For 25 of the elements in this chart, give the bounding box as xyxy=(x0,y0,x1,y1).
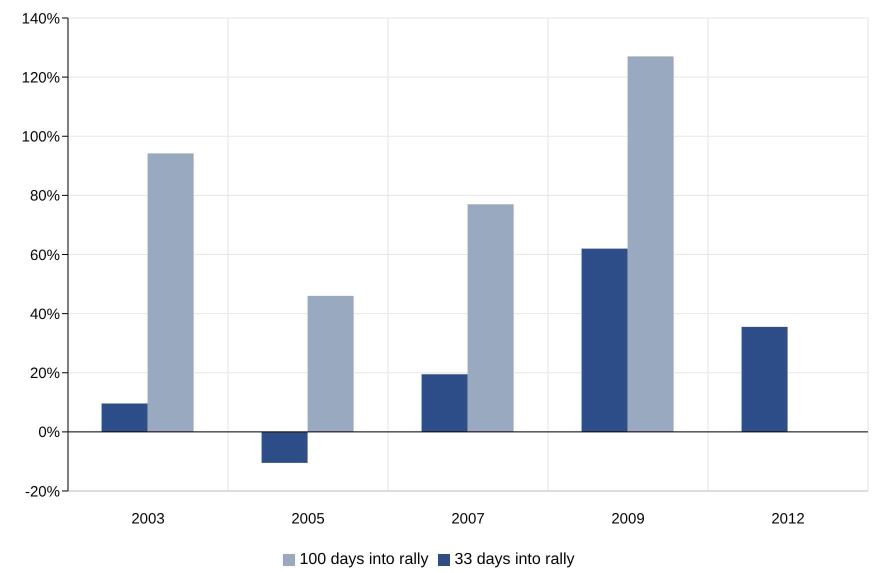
bar xyxy=(742,326,788,432)
y-tick-label: -20% xyxy=(24,483,60,500)
bar xyxy=(422,374,468,432)
x-tick-label: 2007 xyxy=(451,510,485,528)
bar xyxy=(102,403,148,432)
x-tick-label: 2009 xyxy=(611,510,645,528)
bar xyxy=(628,56,674,432)
bar xyxy=(308,296,354,432)
x-tick-label: 2012 xyxy=(771,510,805,528)
bar xyxy=(148,153,194,432)
y-tick-label: 0% xyxy=(38,424,60,442)
legend-label: 33 days into rally xyxy=(454,551,575,568)
y-tick-label: 60% xyxy=(30,246,60,264)
y-tick-label: 40% xyxy=(30,306,60,323)
y-tick-label: 100% xyxy=(22,128,60,146)
bar xyxy=(468,204,514,432)
bar xyxy=(262,432,308,463)
legend-label: 100 days into rally xyxy=(299,551,428,568)
x-tick-label: 2005 xyxy=(291,510,325,528)
y-tick-label: 120% xyxy=(22,69,60,86)
y-tick-label: 80% xyxy=(30,188,60,205)
x-tick-label: 2003 xyxy=(131,510,165,528)
y-tick-label: 20% xyxy=(30,365,60,382)
y-tick-label: 140% xyxy=(22,10,60,28)
bar xyxy=(582,248,628,432)
